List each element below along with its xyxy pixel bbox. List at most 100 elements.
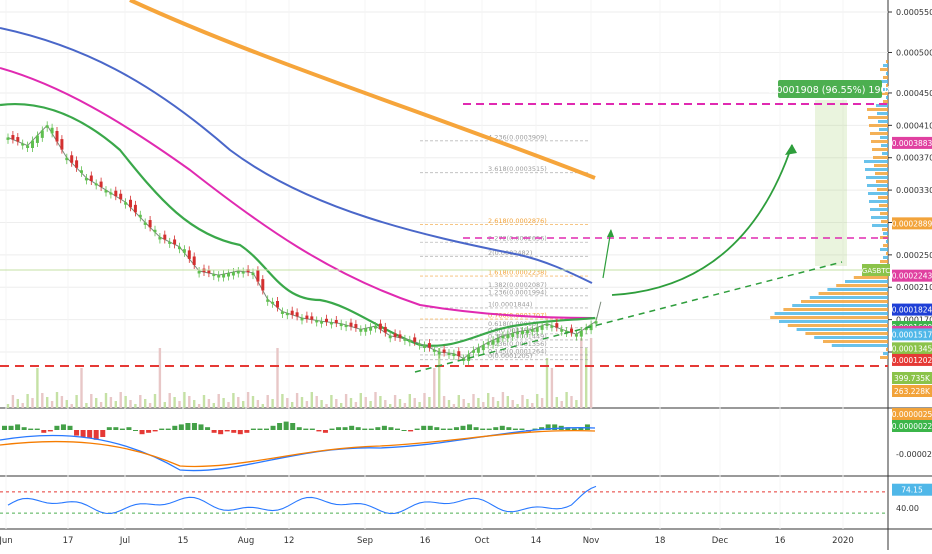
volume-bar <box>496 401 500 408</box>
volume-bar <box>369 401 372 408</box>
candle-body <box>423 345 426 348</box>
candle-body <box>481 344 485 351</box>
time-axis-label: 18 <box>655 536 666 546</box>
candle-body <box>99 181 103 188</box>
candle-body <box>16 137 20 142</box>
macd-bar <box>2 425 7 430</box>
candle-body <box>354 324 358 328</box>
volume-bar <box>325 404 328 408</box>
volume-bar <box>501 392 505 408</box>
time-axis-label: 12 <box>284 536 295 546</box>
candle-body <box>305 315 309 319</box>
macd-bar <box>34 428 40 430</box>
volume-bar <box>55 392 59 408</box>
candle-body <box>50 127 54 134</box>
candle-body <box>560 329 564 332</box>
macd-bar <box>93 430 99 440</box>
volume-bar <box>188 396 191 408</box>
rsi-pane[interactable]: 74.15 40.00 <box>0 483 932 515</box>
candle-body <box>525 330 529 334</box>
macd-bar <box>237 430 243 435</box>
macd-bar <box>375 427 381 430</box>
measure-box[interactable] <box>815 100 847 266</box>
volume-tag <box>892 372 932 384</box>
volume-bar <box>124 396 127 408</box>
small-arrow[interactable] <box>602 229 612 279</box>
rsi-axis-label: 40.00 <box>896 504 919 513</box>
profile-bar <box>831 344 888 347</box>
profile-bar <box>880 356 888 359</box>
candle-body <box>158 237 162 240</box>
profile-bar <box>883 232 888 235</box>
macd-bar <box>571 428 577 430</box>
time-axis-label: Aug <box>238 536 255 546</box>
macd-bar <box>218 430 224 435</box>
macd-bar <box>67 425 73 430</box>
time-axis-label: 16 <box>420 536 431 546</box>
volume-bar <box>413 398 416 408</box>
volume-bar <box>163 402 166 408</box>
volume-bar <box>173 397 176 408</box>
profile-bar <box>886 252 888 255</box>
volume-bar <box>438 348 441 408</box>
time-axis-label: 2020 <box>832 536 854 546</box>
candle-body <box>143 222 147 225</box>
volume-bar <box>354 402 358 408</box>
profile-bar <box>865 168 888 171</box>
candle-body <box>501 335 505 339</box>
volume-bar <box>472 394 475 408</box>
macd-bar <box>41 430 47 433</box>
candle-body <box>413 337 417 342</box>
fib-label: 0.618(0.00016) <box>488 320 539 328</box>
macd-bar <box>60 424 66 430</box>
volume-bar <box>447 400 451 408</box>
candle-body <box>197 271 201 274</box>
time-axis-label: Oct <box>475 536 490 546</box>
profile-bar <box>881 144 888 147</box>
price-tag <box>892 217 932 230</box>
macd-bar <box>316 430 322 432</box>
profile-bar <box>879 128 888 131</box>
volume-bar <box>237 397 240 408</box>
macd-bar <box>80 430 86 437</box>
volume-bar <box>364 397 367 408</box>
profile-bar <box>872 224 888 227</box>
macd-pane[interactable]: 0.0000025 0.0000022 -0.0000200 <box>0 408 932 472</box>
macd-bar <box>322 430 328 433</box>
volume-bar <box>457 395 460 408</box>
projection-arrow[interactable] <box>611 144 793 296</box>
candle-body <box>570 328 573 333</box>
candle-body <box>540 325 544 330</box>
volume-bar <box>408 394 411 408</box>
macd-bar <box>355 427 361 430</box>
price-tag-label: 0.0001345 <box>892 344 932 353</box>
macd-bar <box>15 424 21 430</box>
time-axis-label: Jul <box>119 536 130 546</box>
macd-tag <box>892 420 932 432</box>
macd-bar <box>539 427 545 430</box>
volume-bar <box>36 368 39 408</box>
volume-bar <box>139 395 142 408</box>
volume-bar <box>482 402 485 408</box>
volume-bar <box>256 400 260 408</box>
candle-body <box>594 321 598 324</box>
volume-bar <box>295 393 299 408</box>
arrowhead-icon <box>607 229 614 237</box>
ma-green <box>0 103 596 347</box>
macd-bar <box>257 428 263 430</box>
price-tag <box>892 353 932 366</box>
trend-line[interactable] <box>414 261 843 373</box>
candle-body <box>442 349 446 353</box>
time-axis[interactable]: Jun 17 Jul 15 Aug 12 Sep 16 Oct 14 Nov 18 Dec 16 2020 <box>0 536 854 546</box>
volume-bar <box>286 398 289 408</box>
candle-body <box>584 327 588 331</box>
candle-body <box>207 269 211 274</box>
volume-tag-label: 399.735K <box>894 374 931 383</box>
candle-body <box>325 318 328 322</box>
volume-bar <box>379 396 382 408</box>
macd-bar <box>303 428 309 430</box>
